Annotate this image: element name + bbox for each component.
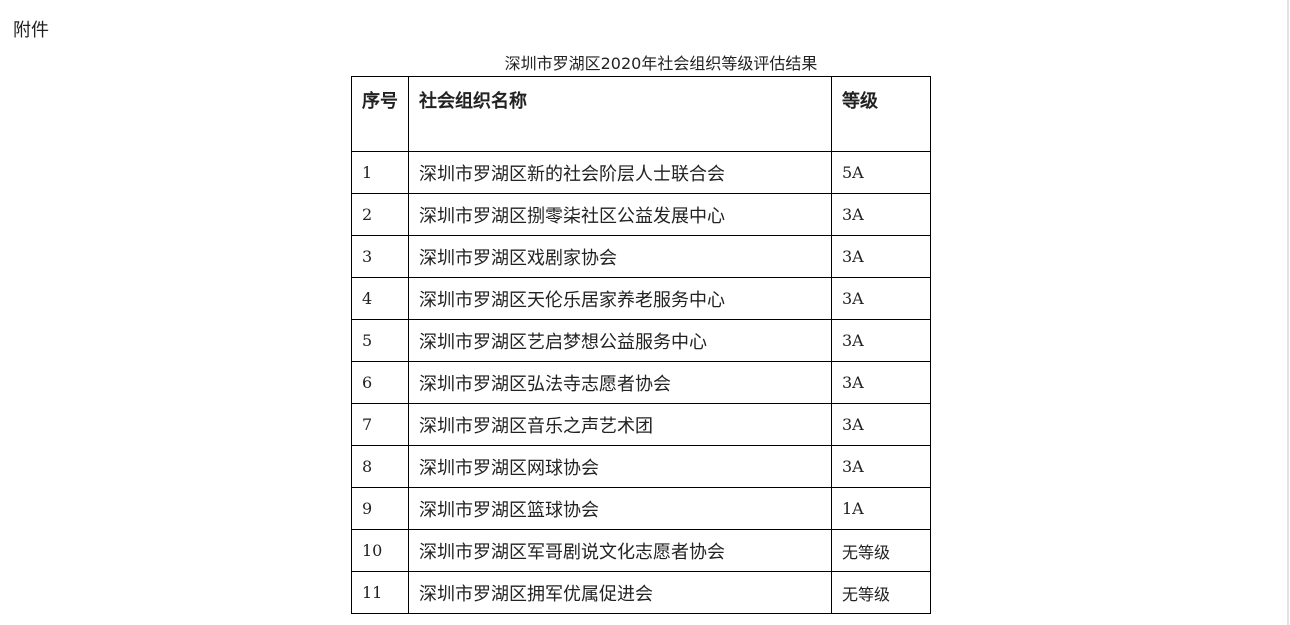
- cell-grade: 3A: [831, 235, 931, 278]
- cell-index: 3: [351, 235, 409, 278]
- cell-index: 2: [351, 193, 409, 236]
- cell-org-name: 深圳市罗湖区艺启梦想公益服务中心: [408, 319, 832, 362]
- cell-grade: 3A: [831, 403, 931, 446]
- cell-index: 11: [351, 571, 409, 614]
- cell-grade: 3A: [831, 193, 931, 236]
- cell-org-name: 深圳市罗湖区篮球协会: [408, 487, 832, 530]
- table-row: 1 深圳市罗湖区新的社会阶层人士联合会 5A: [351, 151, 931, 194]
- cell-grade: 3A: [831, 361, 931, 404]
- cell-org-name: 深圳市罗湖区拥军优属促进会: [408, 571, 832, 614]
- table-row: 10 深圳市罗湖区军哥剧说文化志愿者协会 无等级: [351, 529, 931, 572]
- cell-org-name: 深圳市罗湖区天伦乐居家养老服务中心: [408, 277, 832, 320]
- cell-grade: 5A: [831, 151, 931, 194]
- cell-index: 9: [351, 487, 409, 530]
- cell-org-name: 深圳市罗湖区音乐之声艺术团: [408, 403, 832, 446]
- table-row: 4 深圳市罗湖区天伦乐居家养老服务中心 3A: [351, 277, 931, 320]
- cell-grade: 3A: [831, 445, 931, 488]
- cell-grade: 3A: [831, 319, 931, 362]
- cell-index: 7: [351, 403, 409, 446]
- table-header-row: 序号 社会组织名称 等级: [351, 76, 931, 152]
- table-row: 7 深圳市罗湖区音乐之声艺术团 3A: [351, 403, 931, 446]
- header-org-name: 社会组织名称: [408, 76, 832, 152]
- cell-grade: 无等级: [831, 529, 931, 572]
- cell-index: 5: [351, 319, 409, 362]
- cell-index: 6: [351, 361, 409, 404]
- cell-org-name: 深圳市罗湖区捌零柒社区公益发展中心: [408, 193, 832, 236]
- table-row: 11 深圳市罗湖区拥军优属促进会 无等级: [351, 571, 931, 614]
- table-row: 2 深圳市罗湖区捌零柒社区公益发展中心 3A: [351, 193, 931, 236]
- attachment-label: 附件: [13, 20, 49, 41]
- document-title: 深圳市罗湖区2020年社会组织等级评估结果: [504, 54, 818, 73]
- cell-grade: 无等级: [831, 571, 931, 614]
- cell-org-name: 深圳市罗湖区新的社会阶层人士联合会: [408, 151, 832, 194]
- header-grade: 等级: [831, 76, 931, 152]
- table-row: 9 深圳市罗湖区篮球协会 1A: [351, 487, 931, 530]
- cell-org-name: 深圳市罗湖区网球协会: [408, 445, 832, 488]
- cell-org-name: 深圳市罗湖区军哥剧说文化志愿者协会: [408, 529, 832, 572]
- table-row: 8 深圳市罗湖区网球协会 3A: [351, 445, 931, 488]
- cell-index: 1: [351, 151, 409, 194]
- results-table: 序号 社会组织名称 等级 1 深圳市罗湖区新的社会阶层人士联合会 5A 2 深圳市罗湖区…: [351, 76, 931, 614]
- cell-grade: 3A: [831, 277, 931, 320]
- page-edge-divider: [1287, 0, 1289, 625]
- table-row: 3 深圳市罗湖区戏剧家协会 3A: [351, 235, 931, 278]
- table-row: 6 深圳市罗湖区弘法寺志愿者协会 3A: [351, 361, 931, 404]
- cell-index: 10: [351, 529, 409, 572]
- cell-index: 8: [351, 445, 409, 488]
- table-row: 5 深圳市罗湖区艺启梦想公益服务中心 3A: [351, 319, 931, 362]
- cell-grade: 1A: [831, 487, 931, 530]
- cell-index: 4: [351, 277, 409, 320]
- header-index: 序号: [351, 76, 409, 152]
- cell-org-name: 深圳市罗湖区弘法寺志愿者协会: [408, 361, 832, 404]
- cell-org-name: 深圳市罗湖区戏剧家协会: [408, 235, 832, 278]
